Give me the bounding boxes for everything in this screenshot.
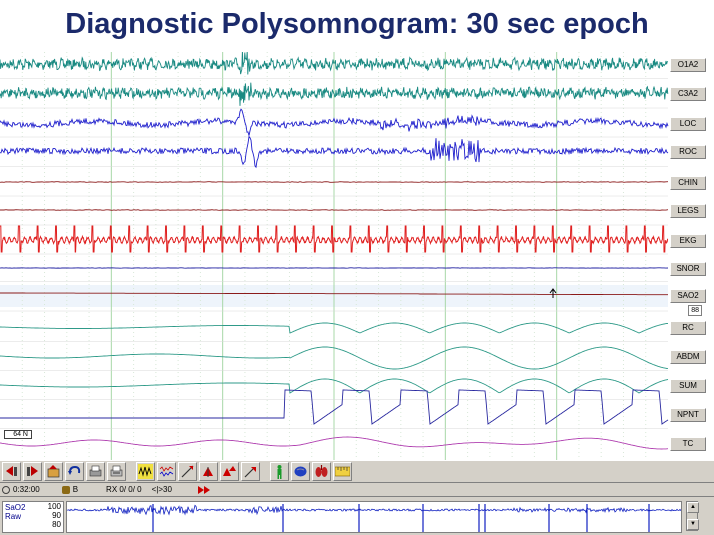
channel-label-roc[interactable]: ROC bbox=[670, 145, 706, 159]
scroll-up-icon[interactable]: ▲ bbox=[687, 502, 699, 513]
fast-forward-icon bbox=[197, 485, 210, 494]
event-next-icon bbox=[244, 467, 256, 478]
annotation-arrow-icon bbox=[549, 288, 557, 298]
trace-o1a2 bbox=[0, 50, 669, 75]
page-title: Diagnostic Polysomnogram: 30 sec epoch bbox=[65, 8, 649, 40]
overview-pane: SaO2 Raw 100 90 80 ▲ ▼ bbox=[0, 497, 714, 535]
channel-label-loc[interactable]: LOC bbox=[670, 117, 706, 131]
eeg-icon bbox=[138, 464, 153, 479]
play-button[interactable] bbox=[197, 485, 210, 494]
status-time-text: 0:32:00 bbox=[13, 485, 40, 494]
polysomnogram-trace-area: O1A2 C3A2 LOC ROC CHIN LEGS EKG SNOR SAO2 RC ABDM S… bbox=[0, 50, 714, 460]
status-epoch-text: <|>30 bbox=[151, 485, 172, 494]
status-time: 0:32:00 bbox=[2, 485, 40, 494]
event-button[interactable] bbox=[199, 462, 218, 481]
trace-c3a2 bbox=[0, 82, 669, 106]
status-rx-text: RX 0/ 0/ 0 bbox=[106, 485, 142, 494]
gain-box: 64 N bbox=[4, 430, 32, 439]
brain-button[interactable] bbox=[291, 462, 310, 481]
trace-roc bbox=[0, 135, 669, 169]
channel-label-ekg[interactable]: EKG bbox=[670, 234, 706, 248]
trace-loc bbox=[0, 108, 669, 136]
channel-label-sum[interactable]: SUM bbox=[670, 379, 706, 393]
page-back-icon bbox=[6, 466, 17, 476]
channel-label-rc[interactable]: RC bbox=[670, 321, 706, 335]
page-forward-icon bbox=[27, 466, 38, 476]
trace-rc bbox=[0, 322, 669, 334]
statusbar: 0:32:00 B RX 0/ 0/ 0 <|>30 bbox=[0, 483, 714, 497]
open-icon bbox=[47, 465, 60, 478]
status-rx: RX 0/ 0/ 0 bbox=[106, 485, 142, 494]
overview-mode-label: Raw bbox=[5, 512, 22, 521]
montage-button[interactable] bbox=[157, 462, 176, 481]
trace-ekg bbox=[0, 225, 669, 253]
scroll-down-icon[interactable]: ▼ bbox=[687, 519, 699, 530]
page-back-button[interactable] bbox=[2, 462, 21, 481]
print-button[interactable] bbox=[86, 462, 105, 481]
print-preview-button[interactable] bbox=[107, 462, 126, 481]
eeg-button[interactable] bbox=[136, 462, 155, 481]
marker-icon bbox=[181, 465, 194, 478]
overview-sao2-trace bbox=[67, 504, 681, 516]
trace-sum bbox=[0, 378, 669, 394]
clock-icon bbox=[2, 485, 10, 494]
overview-scrollbar[interactable]: ▲ ▼ bbox=[686, 501, 699, 531]
status-stage-text: B bbox=[72, 485, 79, 494]
trace-sao2 bbox=[0, 292, 668, 296]
status-epoch: <|>30 bbox=[152, 485, 172, 494]
overview-trace[interactable] bbox=[66, 501, 682, 533]
overview-labels: SaO2 Raw 100 90 80 bbox=[2, 501, 64, 533]
lungs-button[interactable] bbox=[312, 462, 331, 481]
overview-scale-bot: 80 bbox=[52, 520, 61, 529]
ruler-icon bbox=[335, 466, 350, 477]
channel-label-c3a2[interactable]: C3A2 bbox=[670, 87, 706, 101]
event-next-button[interactable] bbox=[241, 462, 260, 481]
open-button[interactable] bbox=[44, 462, 63, 481]
channel-label-chin[interactable]: CHIN bbox=[670, 176, 706, 190]
channel-label-abdm[interactable]: ABDM bbox=[670, 350, 706, 364]
overview-scale-mid: 90 bbox=[52, 511, 61, 520]
channel-label-snor[interactable]: SNOR bbox=[670, 262, 706, 276]
toolbar bbox=[0, 460, 714, 483]
overview-scale-top: 100 bbox=[47, 502, 61, 511]
trace-npnt bbox=[0, 389, 669, 425]
channel-label-o1a2[interactable]: O1A2 bbox=[670, 58, 706, 72]
trace-legs bbox=[0, 209, 669, 211]
channel-label-sao2[interactable]: SAO2 bbox=[670, 289, 706, 303]
event-add-icon bbox=[223, 466, 236, 476]
page-forward-button[interactable] bbox=[23, 462, 42, 481]
sao2-value-box: 88 bbox=[688, 305, 702, 316]
channel-label-npnt[interactable]: NPNT bbox=[670, 408, 706, 422]
montage-icon bbox=[159, 466, 174, 477]
overview-trace-svg bbox=[67, 504, 681, 532]
lungs-icon bbox=[315, 465, 328, 477]
traces-svg bbox=[0, 50, 669, 460]
channel-label-legs[interactable]: LEGS bbox=[670, 204, 706, 218]
trace-tc bbox=[0, 436, 669, 450]
stage-icon bbox=[61, 485, 70, 494]
channel-label-tc[interactable]: TC bbox=[670, 437, 706, 451]
status-stage: B bbox=[61, 485, 79, 494]
event-add-button[interactable] bbox=[220, 462, 239, 481]
undo-icon bbox=[68, 465, 81, 475]
print-preview-icon bbox=[110, 465, 123, 477]
brain-icon bbox=[294, 466, 307, 477]
ruler-button[interactable] bbox=[333, 462, 352, 481]
event-icon bbox=[203, 467, 213, 477]
trace-chin bbox=[0, 181, 669, 183]
marker-button[interactable] bbox=[178, 462, 197, 481]
overview-channel-label: SaO2 bbox=[5, 503, 26, 512]
trace-abdm bbox=[0, 346, 669, 370]
print-icon bbox=[89, 465, 102, 477]
undo-button[interactable] bbox=[65, 462, 84, 481]
patient-button[interactable] bbox=[270, 462, 289, 481]
patient-icon bbox=[277, 465, 282, 479]
